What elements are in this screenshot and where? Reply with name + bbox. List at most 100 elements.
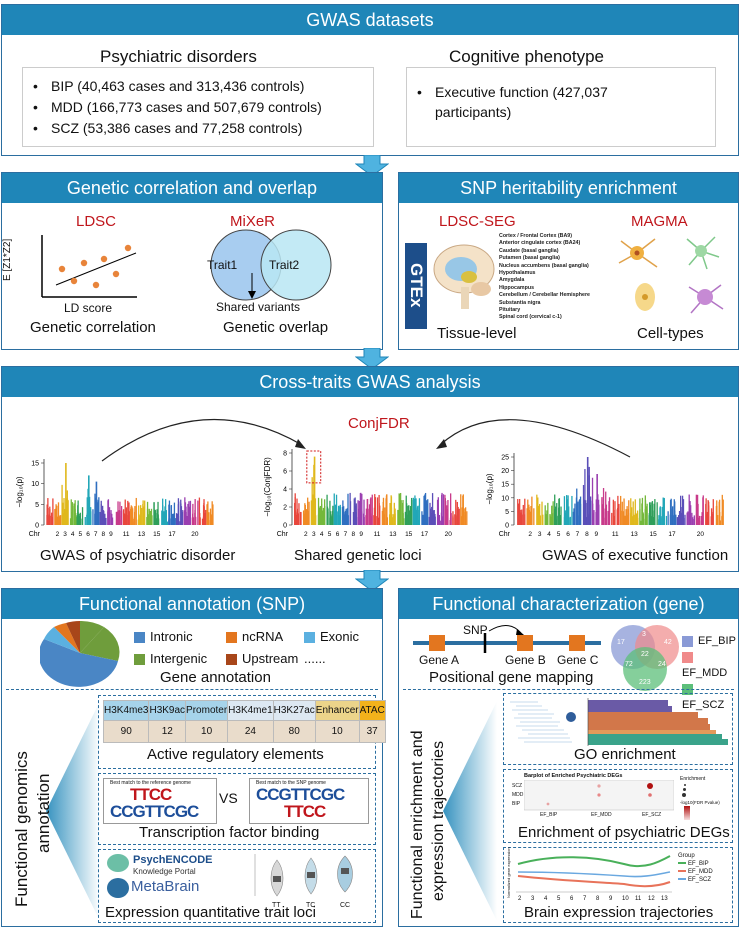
manhattan-bar: [676, 517, 679, 525]
manhattan-peak: [586, 457, 589, 525]
manhattan-bar: [90, 507, 92, 525]
y-tick-label: 4: [283, 487, 287, 494]
venn-bip-only: 17: [617, 639, 625, 646]
manhattan-bar: [295, 515, 298, 525]
venn-mdd-only: 42: [664, 639, 672, 646]
manhattan-bar: [358, 500, 360, 525]
manhattan-bar: [170, 505, 173, 525]
manhattan-bar: [366, 499, 368, 525]
manhattan-bar: [403, 518, 405, 525]
ldsc-label: LDSC: [76, 213, 117, 230]
go-caption: GO enrichment: [574, 746, 676, 763]
mapping-caption: Positional gene mapping: [429, 669, 594, 686]
manhattan-bar: [207, 512, 209, 525]
manhattan-bar: [658, 516, 661, 525]
manhattan-bar: [401, 511, 404, 525]
manhattan-bar: [445, 512, 447, 525]
cognitive-phenotype-title: Cognitive phenotype: [449, 47, 605, 66]
manhattan-bar: [188, 517, 190, 525]
chr-tick-label: 9: [595, 531, 599, 538]
manhattan-bar: [428, 516, 430, 525]
manhattan-bar: [185, 506, 187, 525]
manhattan-bar: [134, 506, 136, 525]
manhattan-bar: [630, 498, 632, 525]
manhattan-bar: [614, 519, 616, 525]
manhattan-bar: [206, 504, 208, 525]
manhattan-bar: [202, 516, 205, 525]
manhattan-bar: [376, 497, 379, 525]
manhattan-bar: [656, 502, 658, 525]
manhattan-bar: [75, 516, 77, 525]
manhattan-bar: [168, 504, 170, 525]
venn-scz-only: 223: [639, 679, 651, 686]
manhattan-bar: [712, 499, 714, 525]
manhattan-bar: [322, 507, 325, 525]
manhattan-bar: [675, 514, 677, 525]
manhattan-bar: [602, 488, 605, 525]
manhattan-bar: [174, 518, 176, 525]
ldsc-seg-label: LDSC-SEG: [439, 213, 516, 230]
manhattan-bar: [146, 517, 148, 525]
motif-ref: Best match to the reference genome TTCC …: [103, 778, 217, 824]
manhattan-bar: [407, 505, 409, 525]
y-tick-label: 5: [505, 509, 509, 516]
manhattan-bar: [297, 513, 299, 525]
functional-genomics-label-2: annotation: [34, 773, 53, 853]
manhattan-bar: [524, 498, 526, 525]
manhattan-bar: [317, 497, 320, 525]
manhattan-bar: [128, 511, 130, 525]
manhattan-bar: [537, 497, 539, 525]
chr-tick-label: 2: [304, 531, 308, 538]
manhattan-bar: [547, 502, 549, 525]
y-axis-label: −log₁₀(p): [485, 473, 494, 504]
manhattan-bar: [426, 500, 428, 525]
manhattan-bar: [116, 511, 119, 525]
geneontology-logo-icon: [566, 712, 576, 722]
manhattan-bar: [329, 500, 331, 525]
trajectory-caption: Brain expression trajectories: [524, 904, 714, 921]
chr-tick-label: 20: [697, 531, 705, 538]
manhattan-bar: [678, 510, 681, 525]
manhattan-bar: [197, 500, 199, 525]
manhattan-bar: [138, 514, 140, 525]
manhattan-bar: [187, 503, 189, 525]
chr-label: Chr: [277, 531, 289, 538]
y-axis-label: −log₁₀(ConjFDR): [263, 457, 272, 517]
manhattan-bar: [131, 516, 134, 525]
manhattan-bar: [416, 516, 419, 525]
chr-tick-label: 17: [421, 531, 429, 538]
manhattan-bar: [122, 509, 125, 525]
manhattan-bar: [189, 500, 192, 525]
manhattan-bar: [70, 499, 72, 525]
tissue-level-caption: Tissue-level: [437, 325, 517, 342]
psych-gwas-caption: GWAS of psychiatric disorder: [40, 547, 236, 564]
manhattan-bar: [626, 514, 628, 525]
manhattan-bar: [631, 516, 634, 525]
manhattan-bar: [466, 511, 468, 525]
manhattan-bar: [722, 499, 724, 525]
enrichment-label-1: Functional enrichment and: [409, 730, 426, 919]
metabrain-logo: MetaBrain: [131, 878, 200, 895]
manhattan-bar: [331, 516, 333, 525]
manhattan-bar: [377, 517, 379, 525]
manhattan-bar: [332, 505, 334, 525]
manhattan-bar: [183, 510, 185, 525]
manhattan-bar: [719, 512, 721, 525]
manhattan-bar: [360, 492, 362, 525]
chr-tick-label: 3: [538, 531, 542, 538]
manhattan-bar: [46, 514, 48, 525]
manhattan-bar: [421, 511, 423, 525]
y-tick-label: 8: [283, 451, 287, 458]
manhattan-bar: [354, 497, 356, 525]
chr-tick-label: 7: [576, 531, 580, 538]
manhattan-bar: [607, 510, 609, 525]
manhattan-bar: [139, 516, 142, 525]
manhattan-bar: [721, 516, 723, 525]
chr-label: Chr: [499, 531, 511, 538]
manhattan-bar: [318, 507, 321, 525]
manhattan-bar: [306, 513, 309, 525]
manhattan-bar: [536, 503, 538, 525]
manhattan-bar: [697, 503, 699, 525]
manhattan-bar: [177, 516, 179, 525]
flow-arrow-3: [355, 570, 389, 592]
